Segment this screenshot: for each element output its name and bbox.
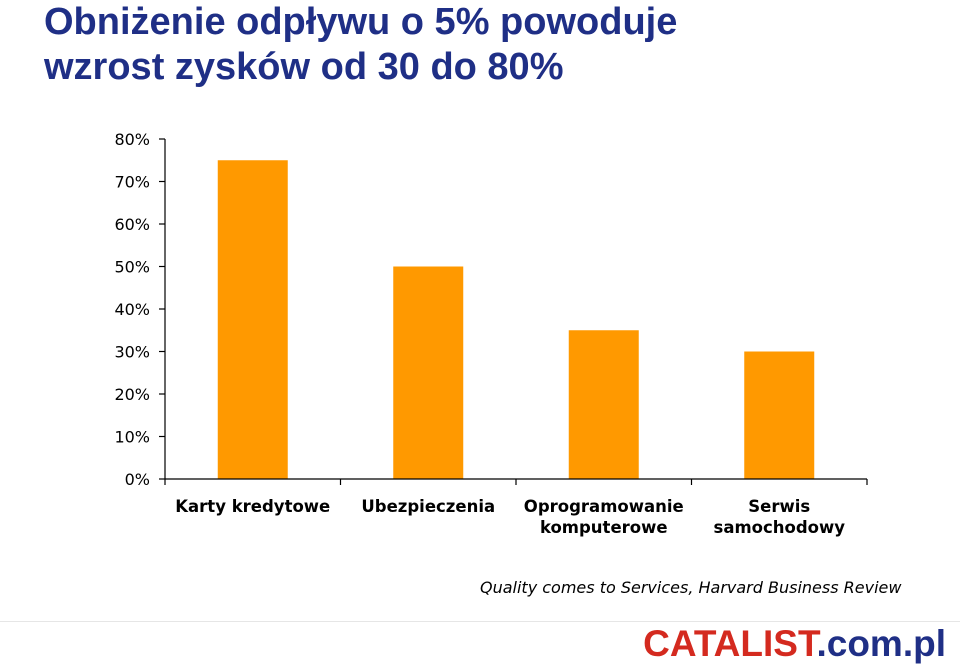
bar <box>568 330 639 479</box>
x-tick-label-line: Karty kredytowe <box>175 497 330 516</box>
bar-chart: 0% 10% 20% 30% 40% 50% 60% 70% 80% Karty kredyto… <box>114 130 868 537</box>
brand-domain: .com.pl <box>816 623 946 664</box>
x-tick-label-line: Serwis <box>748 497 810 516</box>
y-tick-label: 70% <box>114 173 150 192</box>
x-tick-label: Oprogramowanie komputerowe <box>524 497 684 537</box>
y-axis: 0% 10% 20% 30% 40% 50% 60% 70% 80% <box>114 130 166 489</box>
x-tick-label: Ubezpieczenia <box>361 497 495 516</box>
bar <box>744 351 815 479</box>
x-tick-label: Serwis samochodowy <box>714 497 846 537</box>
x-tick-label-line: komputerowe <box>540 518 668 537</box>
x-tick-label-line: samochodowy <box>714 518 846 537</box>
bars-group <box>217 160 815 479</box>
y-tick-label: 60% <box>114 215 150 234</box>
y-tick-label: 30% <box>114 343 150 362</box>
source-note: Quality comes to Services, Harvard Busin… <box>480 578 902 597</box>
x-axis: Karty kredytowe Ubezpieczenia Oprogramowan… <box>164 478 868 537</box>
y-tick-label: 20% <box>114 385 150 404</box>
y-tick-label: 10% <box>114 428 150 447</box>
footer-divider <box>0 621 960 622</box>
bar <box>393 266 464 479</box>
y-tick-label: 80% <box>114 130 150 149</box>
title-line-1: Obniżenie odpływu o 5% powoduje <box>44 1 678 43</box>
page-title: Obniżenie odpływu o 5% powoduje wzrost z… <box>44 0 944 90</box>
brand-logo[interactable]: CATALIST.com.pl <box>643 622 946 666</box>
x-tick-label-line: Ubezpieczenia <box>361 497 495 516</box>
bar <box>217 160 288 479</box>
x-tick-label: Karty kredytowe <box>175 497 330 516</box>
x-tick-label-line: Oprogramowanie <box>524 497 684 516</box>
brand-name: CATALIST <box>643 623 817 664</box>
y-tick-label: 0% <box>125 470 150 489</box>
y-tick-label: 50% <box>114 258 150 277</box>
title-line-2: wzrost zysków od 30 do 80% <box>44 46 564 88</box>
y-tick-label: 40% <box>114 300 150 319</box>
